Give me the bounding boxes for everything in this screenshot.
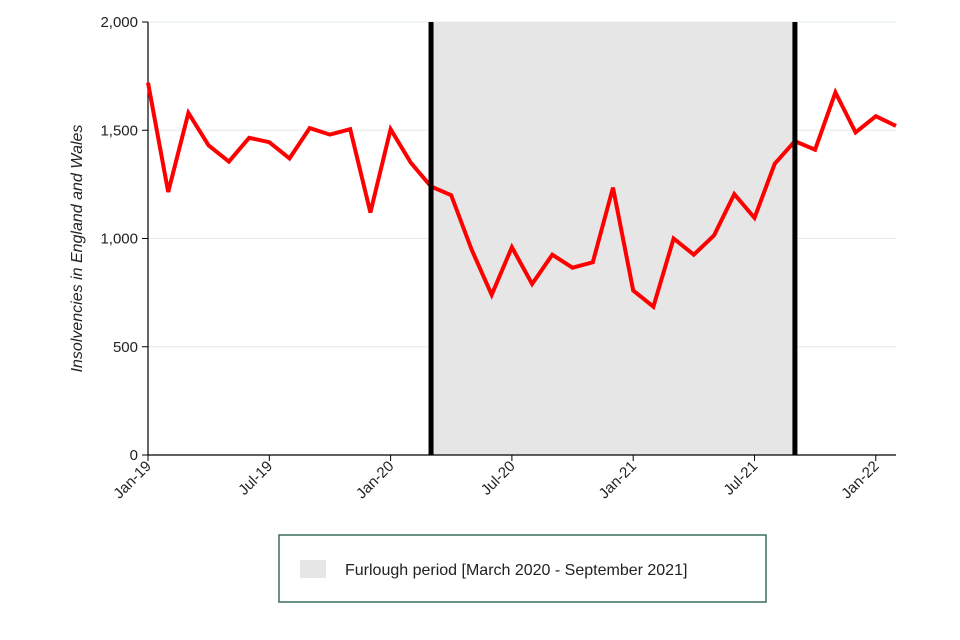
y-tick-label: 1,500 [100,122,138,139]
y-tick-label: 0 [130,447,138,464]
y-tick-label: 2,000 [100,14,138,31]
x-tick-label: Jan-22 [838,458,882,502]
legend-label: Furlough period [March 2020 - September … [345,562,687,579]
x-axis-ticks: Jan-19 Jul-19 Jan-20 Jul-20 Jan-21 Jul-21 Jan-… [110,455,883,502]
x-tick-label: Jul-20 [478,458,519,499]
legend-box [278,534,767,603]
y-tick-label: 500 [113,339,138,356]
legend: Furlough period [March 2020 - September … [278,534,767,603]
x-tick-label: Jul-19 [235,458,276,499]
x-tick-label: Jan-19 [110,458,154,502]
furlough-shaded-region [431,22,795,455]
y-tick-label: 1,000 [100,231,138,248]
x-tick-label: Jul-21 [720,458,761,499]
y-axis-label: Insolvencies in England and Wales [69,125,86,373]
x-tick-label: Jan-21 [596,458,640,502]
y-axis-ticks: 0 500 1,000 1,500 2,000 [100,14,148,464]
x-tick-label: Jan-20 [353,458,397,502]
legend-swatch [300,560,326,578]
furlough-boundary-lines [428,22,798,455]
insolvencies-series-line [146,82,897,311]
